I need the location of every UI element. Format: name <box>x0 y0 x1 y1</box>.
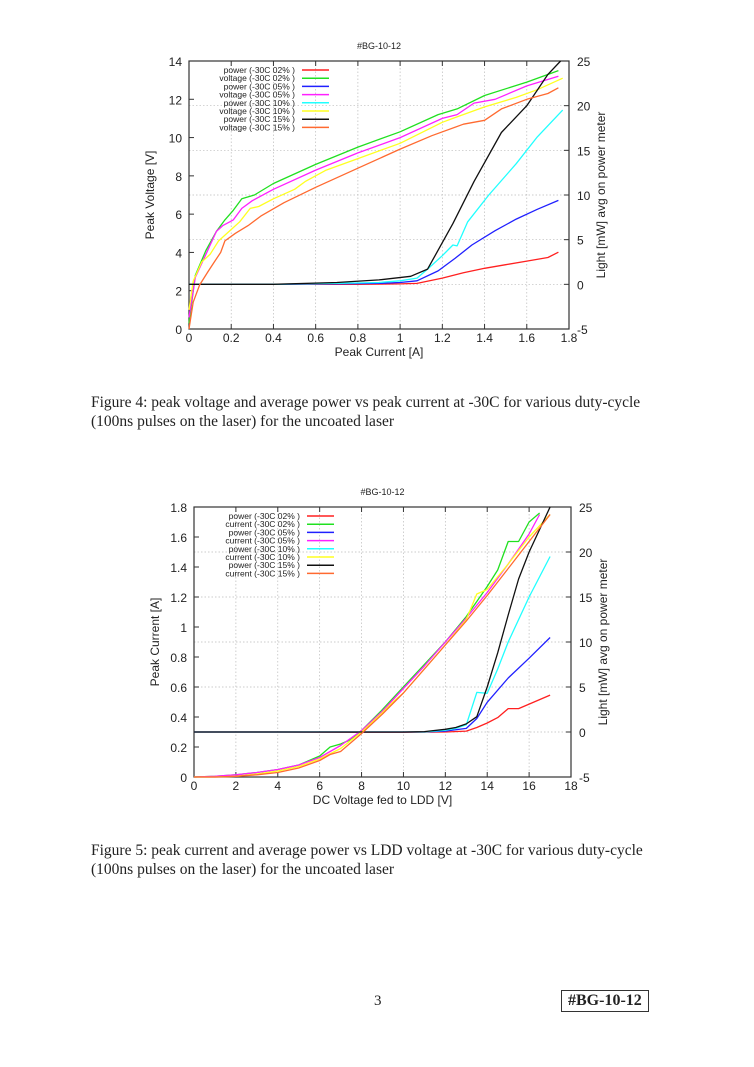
y-axis-label: Peak Current [A] <box>148 598 162 687</box>
y-tick-label: 8 <box>175 170 182 184</box>
legend-label: power (-30C 02% ) <box>224 65 296 75</box>
series-line-2 <box>189 199 559 285</box>
series-line-4 <box>189 109 564 285</box>
y-tick-label: 1.6 <box>170 531 187 545</box>
legend-label: current (-30C 05% ) <box>225 536 300 546</box>
x-tick-label: 0.6 <box>307 331 324 345</box>
y2-tick-label: 0 <box>577 278 584 292</box>
document-tag: #BG-10-12 <box>561 990 649 1012</box>
series-line-6 <box>189 60 562 285</box>
legend-label: power (-30C 05% ) <box>224 81 296 91</box>
x-tick-label: 0.2 <box>223 331 240 345</box>
y-tick-label: 0.4 <box>170 711 187 725</box>
x-tick-label: 18 <box>564 779 578 793</box>
y2-axis-label: Light [mW] avg on power meter <box>596 559 610 726</box>
legend-label: power (-30C 10% ) <box>229 544 301 554</box>
y-tick-label: 14 <box>169 55 183 69</box>
x-tick-label: 8 <box>358 779 365 793</box>
figure-4-caption: Figure 4: peak voltage and average power… <box>91 394 641 430</box>
y2-tick-label: 20 <box>579 546 593 560</box>
x-tick-label: 0 <box>186 331 193 345</box>
y-tick-label: 10 <box>169 132 183 146</box>
y2-tick-label: 15 <box>579 591 593 605</box>
x-tick-label: 0.4 <box>265 331 282 345</box>
legend-label: power (-30C 10% ) <box>224 98 296 108</box>
y-tick-label: 0.8 <box>170 651 187 665</box>
legend-label: voltage (-30C 05% ) <box>219 90 295 100</box>
plot-frame <box>193 506 572 778</box>
legend-label: voltage (-30C 15% ) <box>219 122 295 132</box>
y-tick-label: 0 <box>180 771 187 785</box>
legend-label: current (-30C 15% ) <box>225 568 300 578</box>
x-tick-label: 1.4 <box>476 331 493 345</box>
x-tick-label: 2 <box>233 779 240 793</box>
y2-axis-label: Light [mW] avg on power meter <box>594 112 608 279</box>
series-line-0 <box>194 694 551 734</box>
y-tick-label: 12 <box>169 93 183 107</box>
figure-4-chart: #BG-10-12 0 0.2 0.4 0.6 0.8 1 1.2 1.4 1.6 1.8-5 0 5 1… <box>143 41 608 359</box>
y-tick-label: 1.4 <box>170 561 187 575</box>
chart-title: #BG-10-12 <box>357 41 401 51</box>
y-tick-label: 0.6 <box>170 681 187 695</box>
series-line-5 <box>188 77 563 310</box>
x-tick-label: 0.8 <box>350 331 367 345</box>
legend-label: power (-30C 15% ) <box>229 560 301 570</box>
x-tick-label: 0 <box>191 779 198 793</box>
legend-label: power (-30C 02% ) <box>229 511 301 521</box>
page-number: 3 <box>374 993 382 1009</box>
series-line-7 <box>188 87 559 330</box>
x-tick-label: 1.8 <box>561 331 578 345</box>
y2-tick-label: 15 <box>577 144 591 158</box>
x-tick-label: 14 <box>481 779 495 793</box>
y2-tick-label: 5 <box>579 681 586 695</box>
legend-label: power (-30C 05% ) <box>229 527 301 537</box>
series-line-3 <box>188 75 559 318</box>
x-tick-label: 12 <box>439 779 453 793</box>
legend-label: voltage (-30C 10% ) <box>219 106 295 116</box>
y-tick-label: 0 <box>175 323 182 337</box>
legend-label: voltage (-30C 02% ) <box>219 73 295 83</box>
y2-tick-label: 25 <box>579 501 593 515</box>
y-tick-label: 1.2 <box>170 591 187 605</box>
legend-label: current (-30C 10% ) <box>225 552 300 562</box>
x-tick-label: 4 <box>274 779 281 793</box>
x-tick-label: 1.2 <box>434 331 451 345</box>
y-tick-label: 4 <box>175 246 182 260</box>
x-tick-label: 1 <box>397 331 404 345</box>
y-tick-label: 1.8 <box>170 501 187 515</box>
x-axis-label: DC Voltage fed to LDD [V] <box>313 793 452 807</box>
series-line-6 <box>194 506 551 733</box>
x-tick-label: 10 <box>397 779 411 793</box>
y-tick-label: 6 <box>175 208 182 222</box>
y-axis-label: Peak Voltage [V] <box>143 151 157 240</box>
figure-5-caption: Figure 5: peak current and average power… <box>91 842 643 878</box>
figure-5-chart: #BG-10-12 0 2 4 6 8 10 12 14 16 18-5 0 5 10 15 20 25 0 0.2… <box>148 487 610 807</box>
series-line-5 <box>194 514 551 778</box>
y-tick-label: 1 <box>180 621 187 635</box>
y2-tick-label: 25 <box>577 55 591 69</box>
series-line-3 <box>193 514 541 778</box>
y2-tick-label: 10 <box>579 636 593 650</box>
series-line-0 <box>189 251 559 285</box>
y2-tick-label: -5 <box>579 771 590 785</box>
legend-label: current (-30C 02% ) <box>225 519 300 529</box>
y-tick-label: 2 <box>175 285 182 299</box>
y-tick-label: 0.2 <box>170 741 187 755</box>
x-axis-label: Peak Current [A] <box>335 345 424 359</box>
y2-tick-label: 10 <box>577 189 591 203</box>
plot-frame <box>188 60 570 330</box>
y2-tick-label: 5 <box>577 234 584 248</box>
y2-tick-label: 0 <box>579 726 586 740</box>
legend-label: power (-30C 15% ) <box>224 114 296 124</box>
y2-tick-label: 20 <box>577 100 591 114</box>
series-line-7 <box>194 514 551 778</box>
x-tick-label: 1.6 <box>518 331 535 345</box>
x-tick-label: 16 <box>522 779 536 793</box>
x-tick-label: 6 <box>316 779 323 793</box>
chart-title: #BG-10-12 <box>360 487 404 497</box>
y2-tick-label: -5 <box>577 323 588 337</box>
